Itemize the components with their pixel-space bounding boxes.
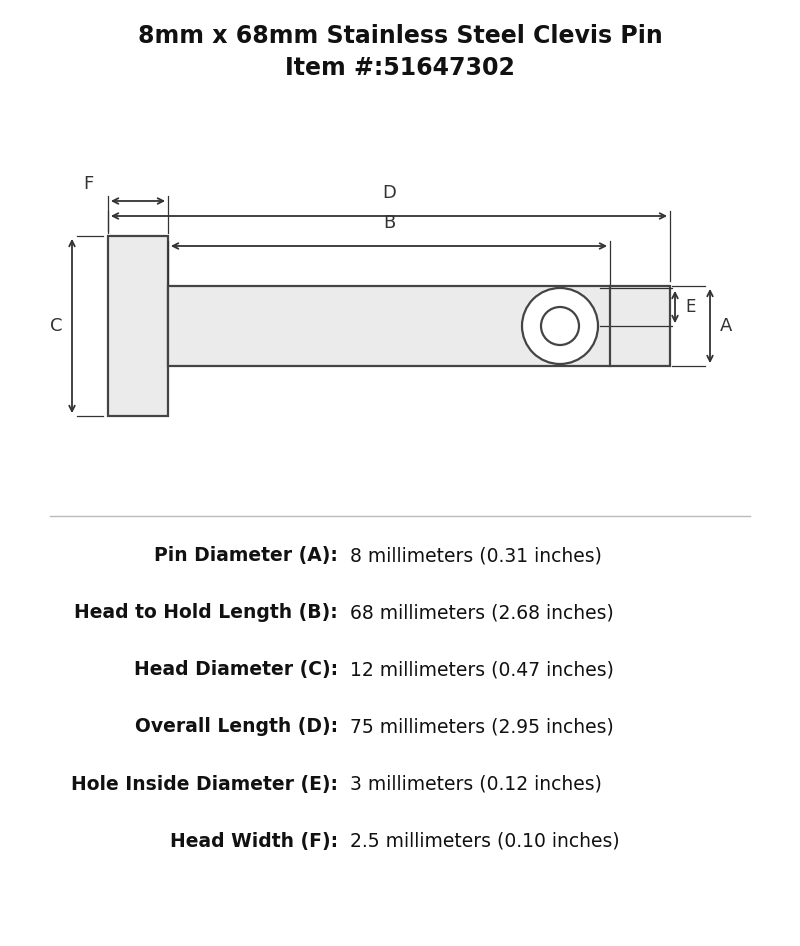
- Text: C: C: [50, 317, 62, 335]
- Text: Hole Inside Diameter (E):: Hole Inside Diameter (E):: [71, 775, 338, 794]
- Text: Head Width (F):: Head Width (F):: [170, 832, 338, 850]
- Text: 12 millimeters (0.47 inches): 12 millimeters (0.47 inches): [350, 660, 614, 679]
- Text: 8 millimeters (0.31 inches): 8 millimeters (0.31 inches): [350, 547, 602, 566]
- Text: Head Diameter (C):: Head Diameter (C):: [134, 660, 338, 679]
- Text: 75 millimeters (2.95 inches): 75 millimeters (2.95 inches): [350, 717, 614, 737]
- Text: E: E: [686, 298, 696, 316]
- Text: 68 millimeters (2.68 inches): 68 millimeters (2.68 inches): [350, 604, 614, 622]
- Circle shape: [522, 288, 598, 364]
- Text: Pin Diameter (A):: Pin Diameter (A):: [154, 547, 338, 566]
- Text: Overall Length (D):: Overall Length (D):: [135, 717, 338, 737]
- Bar: [108, 236, 168, 416]
- Text: A: A: [720, 317, 732, 335]
- Text: F: F: [83, 175, 93, 193]
- Text: 8mm x 68mm Stainless Steel Clevis Pin: 8mm x 68mm Stainless Steel Clevis Pin: [138, 24, 662, 48]
- Bar: [168, 286, 670, 366]
- Text: 3 millimeters (0.12 inches): 3 millimeters (0.12 inches): [350, 775, 602, 794]
- Text: B: B: [383, 214, 395, 232]
- Circle shape: [541, 307, 579, 345]
- Text: Item #:51647302: Item #:51647302: [285, 56, 515, 80]
- Text: D: D: [382, 184, 396, 202]
- Text: 2.5 millimeters (0.10 inches): 2.5 millimeters (0.10 inches): [350, 832, 620, 850]
- Text: Head to Hold Length (B):: Head to Hold Length (B):: [74, 604, 338, 622]
